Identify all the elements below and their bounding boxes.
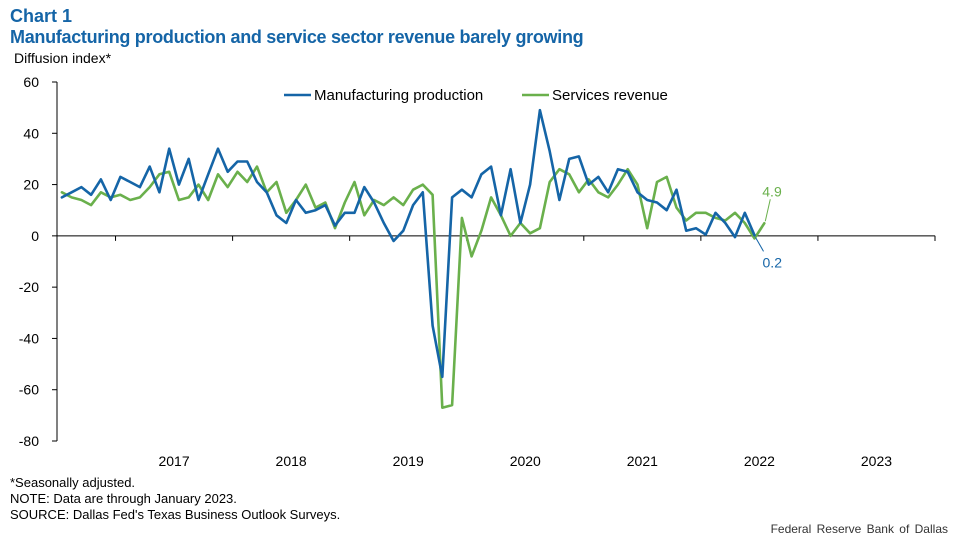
y-axis-ticks: 60 40 20 0 -20 -40 -60 -80 [19,74,57,449]
end-labels: 0.2 4.9 [755,183,783,270]
legend: Manufacturing production Services revenue [284,87,668,104]
axes [56,82,935,441]
y-tick-label: -40 [19,330,39,346]
series-lines [60,108,766,410]
legend-label-services: Services revenue [552,87,668,104]
x-tick-label: 2018 [276,453,307,469]
y-tick-label: 20 [23,177,39,193]
series-line-services [60,165,766,410]
y-tick-label: 0 [31,228,39,244]
x-tick-label: 2019 [393,453,424,469]
x-tick-label: 2021 [627,453,658,469]
source-credit: Federal Reserve Bank of Dallas [770,522,948,536]
footnotes: *Seasonally adjusted. NOTE: Data are thr… [10,475,340,523]
x-tick-label: 2023 [861,453,892,469]
y-tick-label: -20 [19,279,39,295]
end-label-leader-services [764,199,771,222]
y-tick-label: 40 [23,125,39,141]
end-label-services: 4.9 [762,183,782,199]
footnote-seasonal: *Seasonally adjusted. [10,475,136,490]
x-tick-label: 2017 [158,453,189,469]
chart-title: Manufacturing production and service sec… [10,27,584,47]
footnote-note: NOTE: Data are through January 2023. [10,491,237,506]
x-axis-ticks: 2017 2018 2019 2020 2021 2022 2023 [115,235,936,469]
chart-number: Chart 1 [10,6,73,26]
y-tick-label: 60 [23,74,39,90]
x-tick-label: 2022 [744,453,775,469]
series-line-manufacturing [60,108,756,379]
y-tick-label: -80 [19,433,39,449]
y-tick-label: -60 [19,382,39,398]
y-axis-unit-label: Diffusion index* [14,50,112,66]
end-label-leader-manufacturing [755,237,764,252]
footnote-source: SOURCE: Dallas Fed's Texas Business Outl… [10,507,341,522]
x-tick-label: 2020 [510,453,541,469]
legend-label-manufacturing: Manufacturing production [314,87,483,104]
end-label-manufacturing: 0.2 [763,254,783,270]
